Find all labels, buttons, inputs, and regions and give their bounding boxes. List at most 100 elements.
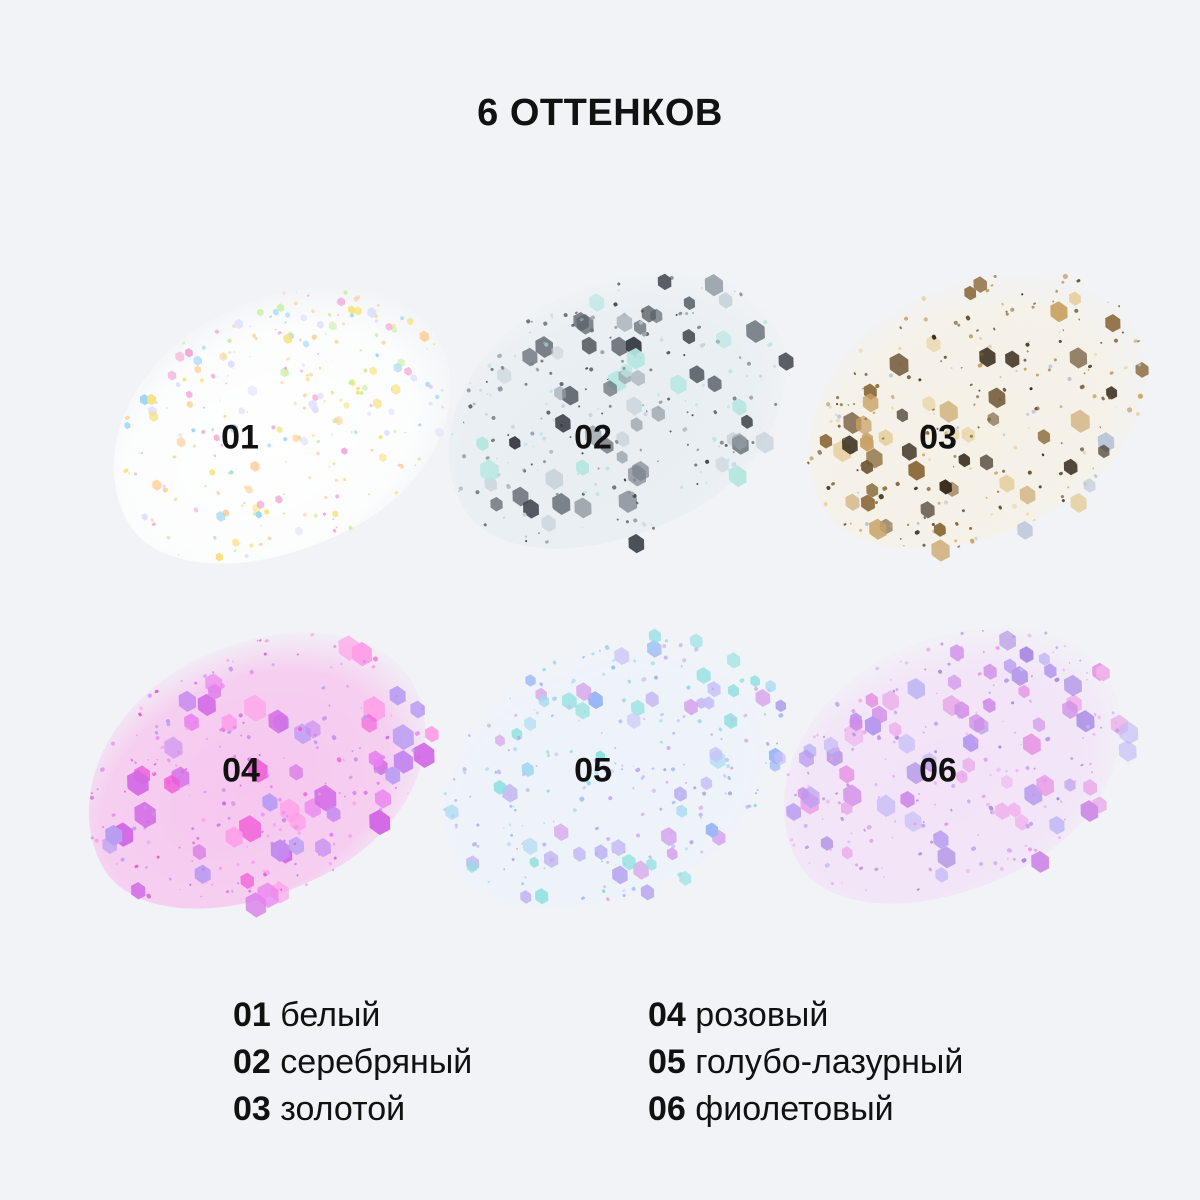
glitter-particle [264, 638, 269, 643]
glitter-particle [231, 660, 235, 663]
glitter-particle [552, 418, 556, 422]
glitter-particle [310, 308, 316, 314]
glitter-particle [532, 445, 536, 448]
glitter-particle [1086, 368, 1090, 372]
glitter-particle [968, 333, 974, 339]
glitter-particle [89, 794, 96, 801]
glitter-particle [226, 374, 229, 378]
glitter-particle [1012, 857, 1017, 862]
glitter-particle [358, 746, 362, 749]
glitter-particle [156, 758, 159, 761]
glitter-particle [237, 881, 240, 885]
glitter-particle [1059, 799, 1064, 804]
glitter-particle [1051, 650, 1055, 654]
glitter-particle [268, 314, 273, 319]
glitter-particle [577, 405, 581, 408]
glitter-particle [640, 812, 645, 817]
glitter-particle [265, 773, 271, 779]
glitter-particle [293, 862, 298, 866]
glitter-particle [793, 793, 798, 797]
glitter-particle [332, 842, 336, 846]
glitter-particle [659, 712, 665, 717]
glitter-particle [943, 499, 949, 505]
glitter-particle [789, 837, 794, 843]
glitter-particle [473, 434, 491, 452]
glitter-particle [756, 788, 760, 792]
glitter-particle [242, 721, 246, 725]
glitter-particle [414, 464, 417, 467]
glitter-particle [511, 857, 516, 862]
glitter-particle [630, 886, 636, 892]
glitter-particle [922, 543, 926, 548]
glitter-particle [183, 347, 194, 358]
glitter-particle [160, 745, 165, 750]
legend-item-06: 06 фиолетовый [648, 1090, 894, 1128]
glitter-particle [521, 824, 524, 827]
glitter-particle [533, 708, 536, 712]
glitter-particle [704, 373, 725, 394]
glitter-particle [682, 762, 686, 767]
glitter-particle [1060, 279, 1066, 285]
glitter-particle [697, 718, 702, 724]
glitter-particle [684, 781, 688, 785]
glitter-particle [1066, 486, 1070, 489]
glitter-particle [701, 383, 705, 388]
glitter-particle [641, 676, 647, 683]
glitter-particle [212, 535, 218, 541]
glitter-particle [146, 786, 150, 790]
glitter-particle [181, 711, 203, 733]
glitter-particle [998, 745, 1003, 750]
glitter-particle [329, 665, 333, 669]
glitter-particle [1062, 329, 1065, 332]
glitter-particle [147, 759, 150, 762]
glitter-particle [521, 715, 539, 733]
glitter-particle [1100, 395, 1106, 401]
glitter-particle [266, 442, 273, 449]
glitter-particle [243, 501, 246, 505]
glitter-particle [1037, 484, 1043, 490]
glitter-particle [304, 882, 309, 887]
glitter-particle [584, 366, 589, 371]
glitter-particle [1058, 471, 1064, 476]
glitter-particle [762, 319, 769, 325]
glitter-particle [858, 347, 864, 354]
glitter-particle [166, 369, 179, 382]
glitter-particle [214, 329, 220, 335]
glitter-particle [390, 714, 394, 717]
glitter-particle [1126, 406, 1133, 413]
glitter-particle [613, 311, 636, 334]
glitter-particle [973, 403, 976, 406]
glitter-particle [524, 540, 528, 543]
glitter-particle [1013, 519, 1036, 542]
glitter-particle [314, 450, 321, 457]
glitter-particle [692, 785, 698, 790]
glitter-particle [247, 889, 252, 894]
glitter-particle [601, 412, 604, 415]
glitter-particle [992, 327, 997, 331]
glitter-particle [296, 653, 300, 656]
glitter-particle [957, 323, 962, 328]
glitter-particle [146, 893, 152, 899]
glitter-particle [1096, 714, 1102, 721]
glitter-particle [123, 421, 132, 430]
glitter-particle [307, 475, 312, 481]
glitter-particle [123, 790, 127, 794]
glitter-particle [907, 523, 910, 526]
glitter-particle [1041, 453, 1045, 457]
glitter-blob [397, 215, 833, 605]
glitter-particle [601, 888, 607, 894]
glitter-particle [1121, 331, 1125, 335]
glitter-particle [237, 712, 244, 719]
glitter-particle [581, 526, 584, 529]
glitter-particle [138, 706, 144, 711]
glitter-particle [518, 889, 535, 906]
glitter-particle [558, 380, 565, 387]
glitter-particle [322, 399, 327, 403]
glitter-particle [1029, 699, 1033, 703]
glitter-particle [925, 646, 932, 653]
swatch-01 [62, 230, 498, 620]
glitter-particle [917, 499, 938, 520]
glitter-particle [570, 323, 575, 328]
glitter-particle [327, 861, 334, 867]
glitter-particle [483, 523, 487, 527]
